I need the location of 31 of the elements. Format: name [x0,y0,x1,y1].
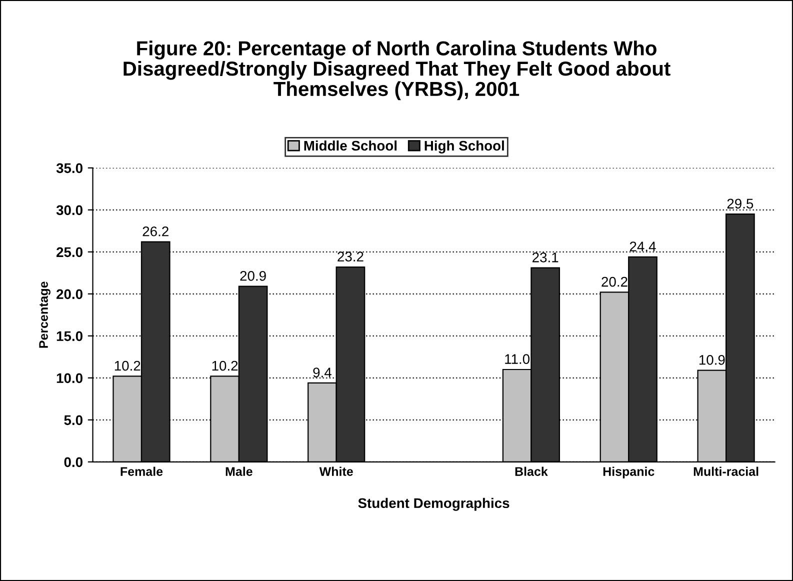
y-tick-label: 15.0 [56,331,82,342]
data-label: 9.4 [313,368,332,378]
data-label: 10.2 [114,360,140,371]
y-tick-label: 25.0 [56,247,82,258]
data-label: 20.2 [602,276,628,287]
data-label: 10.9 [699,354,725,365]
legend-label: High School [424,140,504,154]
y-tick-label: 30.0 [56,205,82,216]
data-label: 24.4 [630,242,656,252]
x-axis-title: Student Demographics [358,498,510,511]
y-tick-label: 35.0 [56,163,82,174]
x-tick-label: Male [226,466,252,476]
x-tick-label: White [319,466,353,476]
data-label: 23.1 [532,252,558,262]
y-tick-label: 5.0 [64,415,82,426]
data-label: 10.2 [212,360,238,371]
y-tick-label: 20.0 [56,289,82,300]
chart-title: Figure 20: Percentage of North Carolina Students Who Disagreed/Strongly Disagreed That They Felt Good about Themselves (YRBS), 2001 [124,40,670,100]
x-tick-label: Female [120,466,163,476]
y-tick-label: 10.0 [56,373,82,384]
data-label: 23.2 [338,252,364,262]
data-label: 20.9 [240,270,266,281]
x-tick-label: Black [515,466,548,476]
x-tick-label: Multi-racial [694,466,758,476]
data-label: 26.2 [142,226,168,236]
x-tick-label: Hispanic [603,466,654,478]
legend-label: Middle School [304,140,397,151]
y-axis-title: Percentage [39,282,50,348]
y-tick-label: 0.0 [64,457,82,468]
data-label: 11.0 [505,354,530,364]
data-label: 29.5 [727,198,754,209]
